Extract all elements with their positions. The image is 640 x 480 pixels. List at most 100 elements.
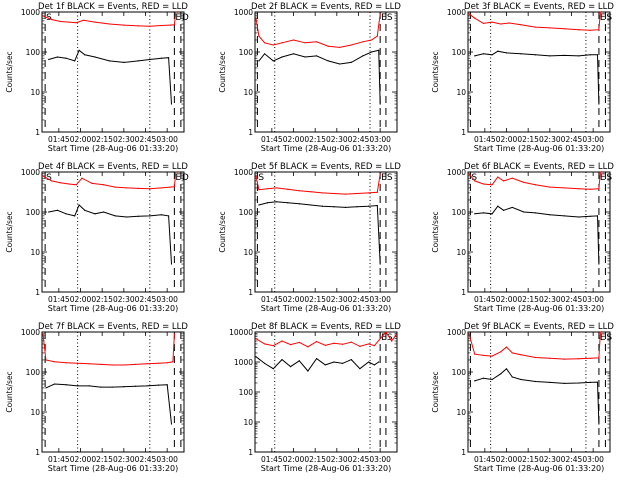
data-point-lld (339, 46, 341, 49)
data-point-events (272, 60, 274, 62)
y-tick-label: 10 (456, 408, 466, 417)
x-tick-label: 02:30 (326, 135, 348, 144)
data-point-events (378, 361, 380, 363)
data-point-lld (333, 192, 335, 195)
detector-panel-9: Det 9f BLACK = Events, RED = LLD 1 10 100 10… (431, 322, 614, 473)
y-tick-label: 1000 (21, 328, 40, 337)
marker-letter: E (381, 13, 387, 23)
x-tick-label: 01:45 (474, 455, 496, 464)
data-point-lld (59, 182, 61, 184)
marker-letter: S (258, 173, 264, 183)
data-point-lld (172, 361, 174, 363)
data-point-lld (134, 363, 136, 365)
data-point-lld (264, 343, 266, 345)
data-point-events (65, 384, 67, 386)
data-point-lld (589, 357, 591, 359)
data-point-events (505, 368, 508, 370)
y-tick-label: 1 (248, 128, 253, 137)
x-tick-label: 02:45 (348, 455, 370, 464)
data-point-lld (474, 17, 476, 19)
data-point-events (563, 54, 565, 57)
y-tick-label: 100 (452, 208, 467, 217)
data-point-lld (137, 25, 139, 27)
data-point-lld (42, 175, 44, 177)
detector-panel-5: Det 5f BLACK = Events, RED = LLD 1 10 100 10… (218, 162, 401, 313)
data-point-lld (599, 171, 601, 173)
data-point-lld (166, 362, 168, 364)
y-tick-label: 100 (239, 388, 254, 397)
data-point-lld (68, 183, 70, 185)
data-point-events (146, 385, 148, 387)
x-tick-label: 02:45 (135, 455, 157, 464)
data-point-lld (103, 184, 105, 186)
data-point-lld (511, 177, 513, 179)
data-point-events (292, 53, 295, 55)
data-point-events (356, 206, 358, 208)
data-point-lld (287, 188, 289, 190)
data-point-lld (123, 364, 125, 366)
data-point-events (123, 386, 125, 388)
data-point-events (160, 214, 162, 216)
marker-letter: S (606, 333, 612, 343)
data-point-events (497, 50, 499, 52)
data-point-events (258, 60, 260, 62)
panel-title: Det 9f BLACK = Events, RED = LLD (464, 322, 614, 332)
y-tick-label: 1 (248, 448, 253, 457)
data-point-lld (563, 187, 565, 189)
detector-panel-4: Det 4f BLACK = Events, RED = LLD 1 10 100 10… (5, 162, 189, 313)
data-point-lld (520, 354, 522, 356)
data-point-lld (316, 41, 318, 43)
x-tick-label: 02:45 (561, 455, 583, 464)
panel-title: Det 7f BLACK = Events, RED = LLD (38, 322, 188, 332)
y-tick-label: 100 (26, 368, 41, 377)
panel-title: Det 6f BLACK = Events, RED = LLD (464, 162, 614, 172)
data-point-events (342, 362, 344, 364)
data-point-events (48, 58, 50, 61)
marker-letter: E (381, 333, 387, 343)
data-point-lld (474, 353, 476, 355)
data-point-lld (45, 359, 47, 361)
y-tick-label: 10 (456, 88, 466, 97)
data-point-lld (258, 189, 260, 191)
y-tick-label: 1000 (234, 168, 253, 177)
data-point-events (344, 206, 347, 209)
x-axis-label: Start Time (28-Aug-06 01:33:20) (474, 144, 605, 153)
data-point-events (108, 60, 110, 62)
data-point-lld (65, 362, 67, 364)
y-axis-label: Counts/sec (5, 211, 14, 252)
data-point-lld (468, 333, 470, 335)
data-point-events (549, 214, 551, 216)
data-point-lld (51, 18, 53, 21)
y-axis-label: Counts/sec (431, 371, 440, 412)
y-axis-label: Counts/sec (5, 51, 14, 92)
y-tick-label: 1000 (447, 328, 466, 337)
data-point-lld (549, 186, 551, 188)
data-point-events (333, 361, 335, 363)
data-point-lld (42, 333, 44, 335)
data-point-lld (108, 23, 110, 25)
series-line-events (45, 383, 172, 425)
data-point-lld (160, 187, 162, 189)
data-point-events (368, 205, 370, 207)
data-point-lld (258, 35, 260, 37)
marker-letter: S (471, 173, 477, 183)
data-point-lld (373, 345, 375, 347)
data-point-lld (482, 22, 485, 24)
panel-title: Det 1f BLACK = Events, RED = LLD (38, 2, 188, 12)
data-point-events (160, 57, 162, 59)
data-point-lld (599, 11, 601, 13)
data-point-events (596, 54, 599, 56)
series-line-events (474, 50, 600, 105)
data-point-events (578, 55, 580, 57)
data-point-lld (589, 29, 591, 31)
plot-frame (254, 171, 398, 293)
data-point-lld (379, 338, 381, 340)
data-point-lld (94, 21, 96, 23)
y-tick-label: 1000 (21, 8, 40, 17)
data-point-events (578, 382, 580, 384)
data-point-lld (75, 184, 77, 186)
data-point-lld (385, 331, 387, 333)
data-point-lld (549, 27, 551, 29)
data-point-lld (379, 13, 381, 15)
data-point-lld (307, 346, 309, 348)
